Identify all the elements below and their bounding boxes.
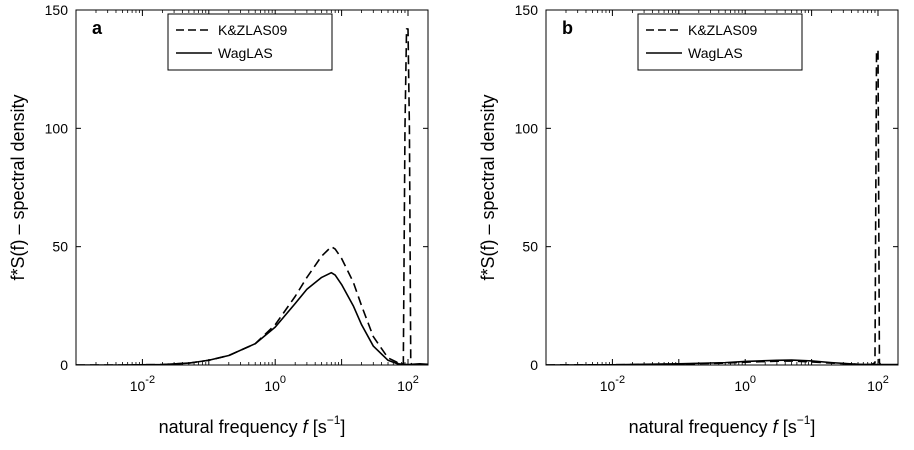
y-tick-label: 100: [515, 120, 539, 136]
x-tick-label-base: 10: [600, 378, 616, 394]
x-tick-label-exponent: 0: [280, 374, 286, 386]
x-axis-label-main: natural frequency: [629, 417, 773, 437]
plot-lines: [546, 49, 898, 365]
legend-label: WagLAS: [218, 45, 273, 61]
panel-letter: b: [562, 18, 573, 38]
legend-box: [167, 13, 333, 71]
x-tick-label-exponent: -2: [145, 374, 155, 386]
x-tick-label: 100: [264, 374, 286, 394]
x-axis-label: natural frequency f [s−1]: [159, 413, 346, 437]
x-axis-label-unit-exp: −1: [797, 413, 811, 427]
y-tick-label: 100: [45, 120, 69, 136]
x-tick-label: 10-2: [600, 374, 625, 394]
x-tick-label-exponent: 2: [413, 374, 419, 386]
x-axis-label-unit-exp: −1: [327, 413, 341, 427]
x-axis-label-var: f: [773, 417, 780, 437]
x-tick-label: 102: [867, 374, 889, 394]
x-axis-label-unit-close: ]: [810, 417, 815, 437]
legend-label: WagLAS: [688, 45, 743, 61]
x-tick-label-base: 10: [130, 378, 146, 394]
x-tick-label-exponent: 2: [883, 374, 889, 386]
plot-frame: [75, 9, 429, 366]
x-axis-label-unit-close: ]: [340, 417, 345, 437]
y-tick-label: 150: [45, 2, 69, 18]
x-tick-label: 102: [397, 374, 419, 394]
plot-lines: [76, 28, 428, 365]
x-tick-label-base: 10: [264, 378, 280, 394]
x-axis-label-unit-open: [s: [778, 417, 797, 437]
x-tick-label: 10-2: [130, 374, 155, 394]
x-tick-label-base: 10: [867, 378, 883, 394]
legend: K&ZLAS09 WagLAS: [637, 13, 803, 71]
legend-box: [637, 13, 803, 71]
series-line-waglas: [76, 271, 428, 365]
panel-letter: a: [92, 18, 103, 38]
x-tick-label-base: 10: [397, 378, 413, 394]
x-axis-label: natural frequency f [s−1]: [629, 413, 816, 437]
y-tick-label: 0: [530, 357, 538, 373]
x-tick-label: 100: [734, 374, 756, 394]
x-axis-label-var: f: [303, 417, 310, 437]
y-tick-label: 50: [52, 239, 68, 255]
x-axis-label-unit-open: [s: [308, 417, 327, 437]
y-tick-label: 150: [515, 2, 539, 18]
x-tick-label-exponent: 0: [750, 374, 756, 386]
x-axis-label-main: natural frequency: [159, 417, 303, 437]
x-tick-label-base: 10: [734, 378, 750, 394]
legend: K&ZLAS09 WagLAS: [167, 13, 333, 71]
x-tick-label-exponent: -2: [615, 374, 625, 386]
series-line-waglas: [546, 359, 898, 365]
series-line-k-zlas09: [546, 49, 898, 365]
y-tick-label: 50: [522, 239, 538, 255]
legend-label: K&ZLAS09: [688, 22, 757, 38]
y-tick-label: 0: [60, 357, 68, 373]
series-line-k-zlas09: [76, 28, 428, 365]
legend-label: K&ZLAS09: [218, 22, 287, 38]
y-axis-label: f*S(f) – spectral density: [8, 94, 28, 280]
plot-frame: [545, 9, 899, 366]
y-axis-label: f*S(f) – spectral density: [478, 94, 498, 280]
